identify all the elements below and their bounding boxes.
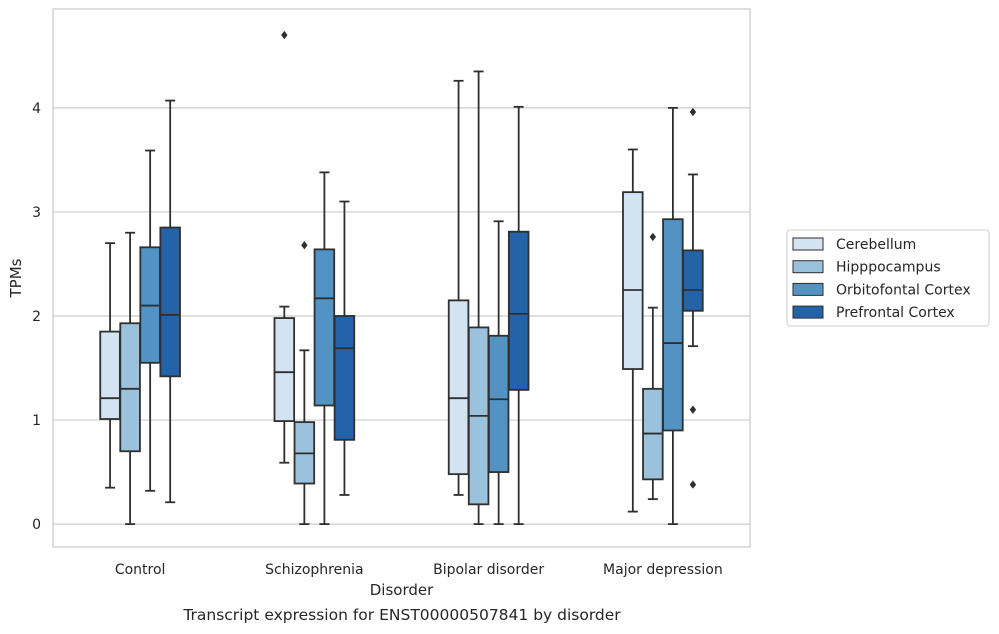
box-0-1 [273, 30, 296, 464]
legend-label-2: Orbitofontal Cortex [836, 282, 971, 298]
legend: Cerebellum Hipppocampus Orbitofontal Corte… [786, 229, 990, 327]
box-body [662, 218, 684, 432]
box-body [273, 317, 296, 422]
x-axis-label: Disorder [370, 581, 434, 599]
box-0-2 [447, 79, 470, 496]
box-2-0 [139, 149, 161, 492]
y-axis-label: TPMs [7, 258, 25, 298]
box-3-1 [333, 200, 356, 496]
box-2-2 [487, 220, 510, 526]
box-1-3 [642, 232, 664, 501]
y-tick-labels: 0 1 2 3 4 [32, 101, 41, 533]
legend-swatch-2 [792, 282, 824, 296]
box-body [682, 249, 704, 312]
box-body [333, 315, 356, 441]
plot-frame [52, 8, 751, 548]
y-tick-label-2: 2 [32, 309, 41, 325]
chart-caption: Transcript expression for ENST0000050784… [183, 606, 621, 624]
outlier-point-0 [689, 107, 697, 117]
legend-swatch-0 [792, 237, 824, 251]
box-body [487, 334, 510, 473]
box-1-0 [119, 231, 141, 526]
box-3-3 [682, 107, 704, 489]
outlier-point-1 [689, 405, 697, 414]
y-tick-label-4: 4 [32, 101, 41, 117]
x-tick-label-1: Schizophrenia [265, 562, 363, 578]
legend-swatch-1 [792, 260, 824, 274]
box-body [447, 299, 470, 476]
outlier-point-0 [301, 241, 308, 250]
box-0-3 [622, 148, 644, 513]
x-tick-labels: Control Schizophrenia Bipolar disorder Majo… [115, 562, 723, 578]
legend-label-1: Hipppocampus [836, 260, 941, 276]
box-body [313, 248, 336, 407]
box-body [99, 330, 121, 420]
box-1-2 [467, 70, 490, 526]
legend-frame [786, 229, 990, 327]
y-tick-label-0: 0 [32, 517, 41, 533]
box-1-1 [293, 241, 316, 526]
outlier-point-0 [649, 232, 657, 242]
y-tick-label-3: 3 [32, 205, 41, 221]
box-3-0 [159, 99, 181, 504]
x-tick-label-3: Major depression [603, 562, 723, 578]
box-body [159, 226, 181, 378]
outlier-point-0 [281, 30, 288, 40]
outlier-point-2 [689, 480, 697, 489]
box-0-0 [99, 242, 121, 489]
box-2-3 [662, 106, 684, 526]
box-body [507, 230, 530, 391]
y-tick-label-1: 1 [32, 413, 41, 429]
box-3-2 [507, 105, 530, 526]
x-tick-label-2: Bipolar disorder [433, 562, 544, 578]
boxes [99, 30, 704, 526]
x-tick-label-0: Control [115, 562, 166, 578]
legend-swatch-3 [792, 305, 824, 319]
legend-label-3: Prefrontal Cortex [836, 305, 955, 321]
box-2-1 [313, 171, 336, 526]
legend-label-0: Cerebellum [836, 237, 916, 253]
box-body [622, 191, 644, 370]
box-body [119, 322, 141, 453]
